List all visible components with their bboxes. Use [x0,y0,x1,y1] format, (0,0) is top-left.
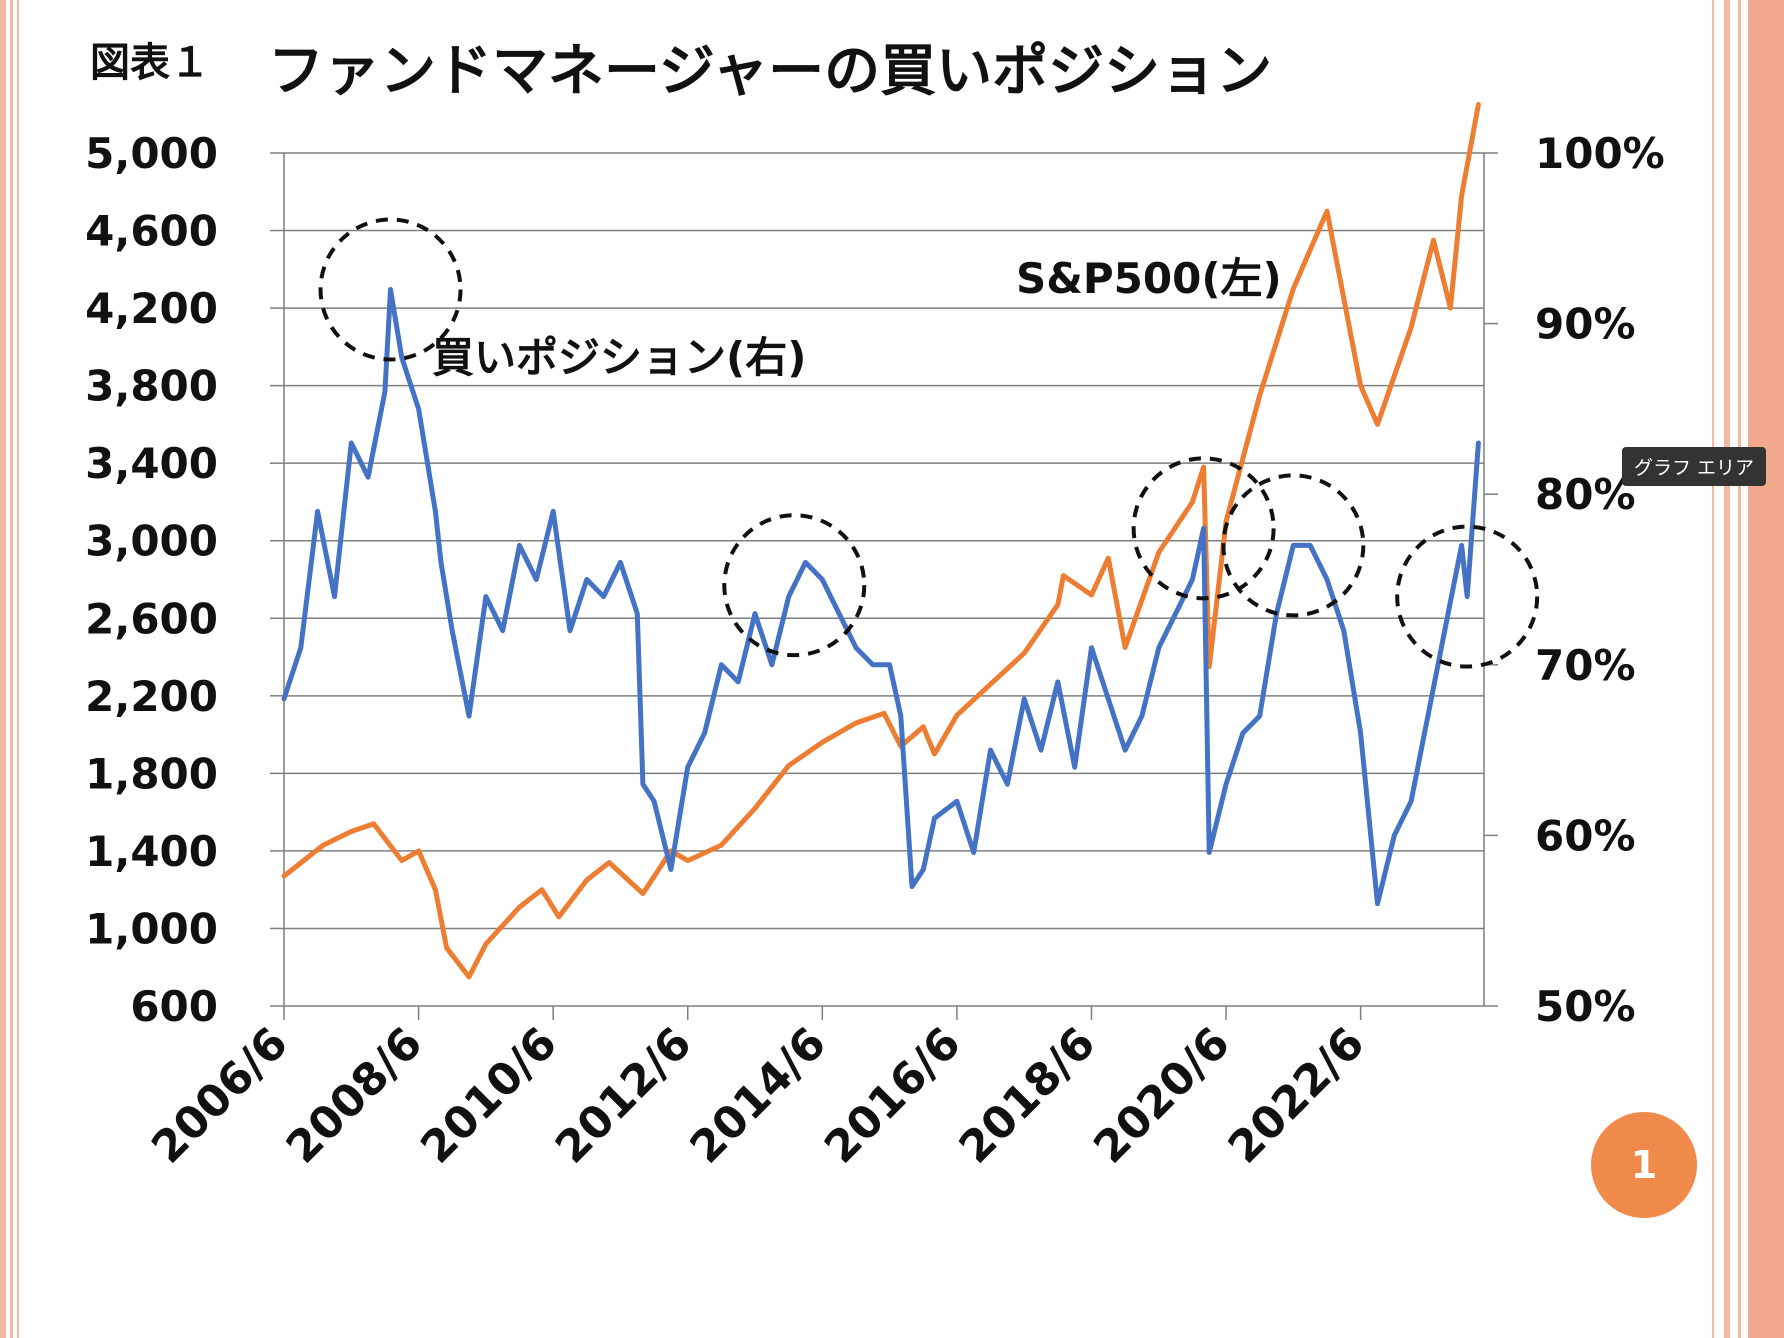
highlight-circle [318,217,463,362]
chart-title: ファンドマネージャーの買いポジション [268,39,1273,104]
x-axis-tick-label: 2014/6 [680,1018,836,1174]
sp500-line [281,102,1481,980]
highlight-circle [1221,473,1366,618]
slide-frame-right [1712,0,1784,1338]
x-axis-tick-label: 2022/6 [1219,1018,1375,1174]
figure-label: 図表１ [90,40,210,86]
highlight-circle [722,513,867,658]
right-axis-tick-label: 50% [1535,982,1636,1031]
left-axis-tick-label: 2,200 [85,672,218,721]
left-axis-tick-label: 3,000 [85,517,218,566]
right-axis-tick-label: 90% [1535,300,1636,349]
left-axis-tick-label: 3,400 [85,439,218,488]
highlight-circle [1395,524,1540,669]
right-axis-tick-label: 70% [1535,641,1636,690]
x-axis-tick-label: 2008/6 [277,1018,433,1174]
buy-position-series-label: 買いポジション(右) [432,333,806,382]
x-axis-tick-label: 2018/6 [950,1018,1106,1174]
page-number-badge: 1 [1591,1112,1697,1218]
frame-stripe [1724,0,1730,1338]
left-axis-tick-label: 1,000 [85,904,218,953]
right-axis-tick-label: 80% [1535,470,1636,519]
x-axis-tick-label: 2010/6 [411,1018,567,1174]
highlight-circles [318,217,1540,669]
buy-position-line [281,287,1481,907]
frame-stripe [17,0,19,1338]
left-axis-tick-label: 600 [130,982,218,1031]
axes [270,152,1498,1020]
frame-stripe [1748,0,1784,1338]
frame-stripe [0,0,6,1338]
frame-stripe [1712,0,1714,1338]
frame-stripe [1738,0,1741,1338]
sp500-series-label: S&P500(左) [1016,254,1282,303]
x-axis-tick-label: 2006/6 [142,1018,298,1174]
right-axis-ticks: 100% 90% 80% 70% 60% 50% [1535,129,1665,1031]
left-axis-tick-label: 1,800 [85,749,218,798]
chart-area-tooltip: グラフ エリア [1622,447,1767,486]
left-axis-tick-label: 4,600 [85,207,218,256]
x-axis-ticks: 2006/62008/62010/62012/62014/62016/62018… [142,1018,1374,1174]
right-axis-tick-label: 60% [1535,811,1636,860]
x-axis-tick-label: 2016/6 [815,1018,971,1174]
right-axis-tick-label: 100% [1535,129,1665,178]
left-axis-ticks: 5,000 4,600 4,200 3,800 3,400 3,000 2,600 2,200… [85,129,218,1031]
left-axis-tick-label: 2,600 [85,594,218,643]
left-axis-tick-label: 4,200 [85,284,218,333]
left-axis-tick-label: 1,400 [85,827,218,876]
series-lines [281,102,1481,980]
slide-frame-left [0,0,22,1338]
highlight-circle [1131,456,1276,601]
x-axis-tick-label: 2020/6 [1084,1018,1240,1174]
frame-stripe [10,0,13,1338]
left-axis-tick-label: 3,800 [85,362,218,411]
x-axis-tick-label: 2012/6 [546,1018,702,1174]
left-axis-tick-label: 5,000 [85,129,218,178]
gridlines [284,152,1484,930]
